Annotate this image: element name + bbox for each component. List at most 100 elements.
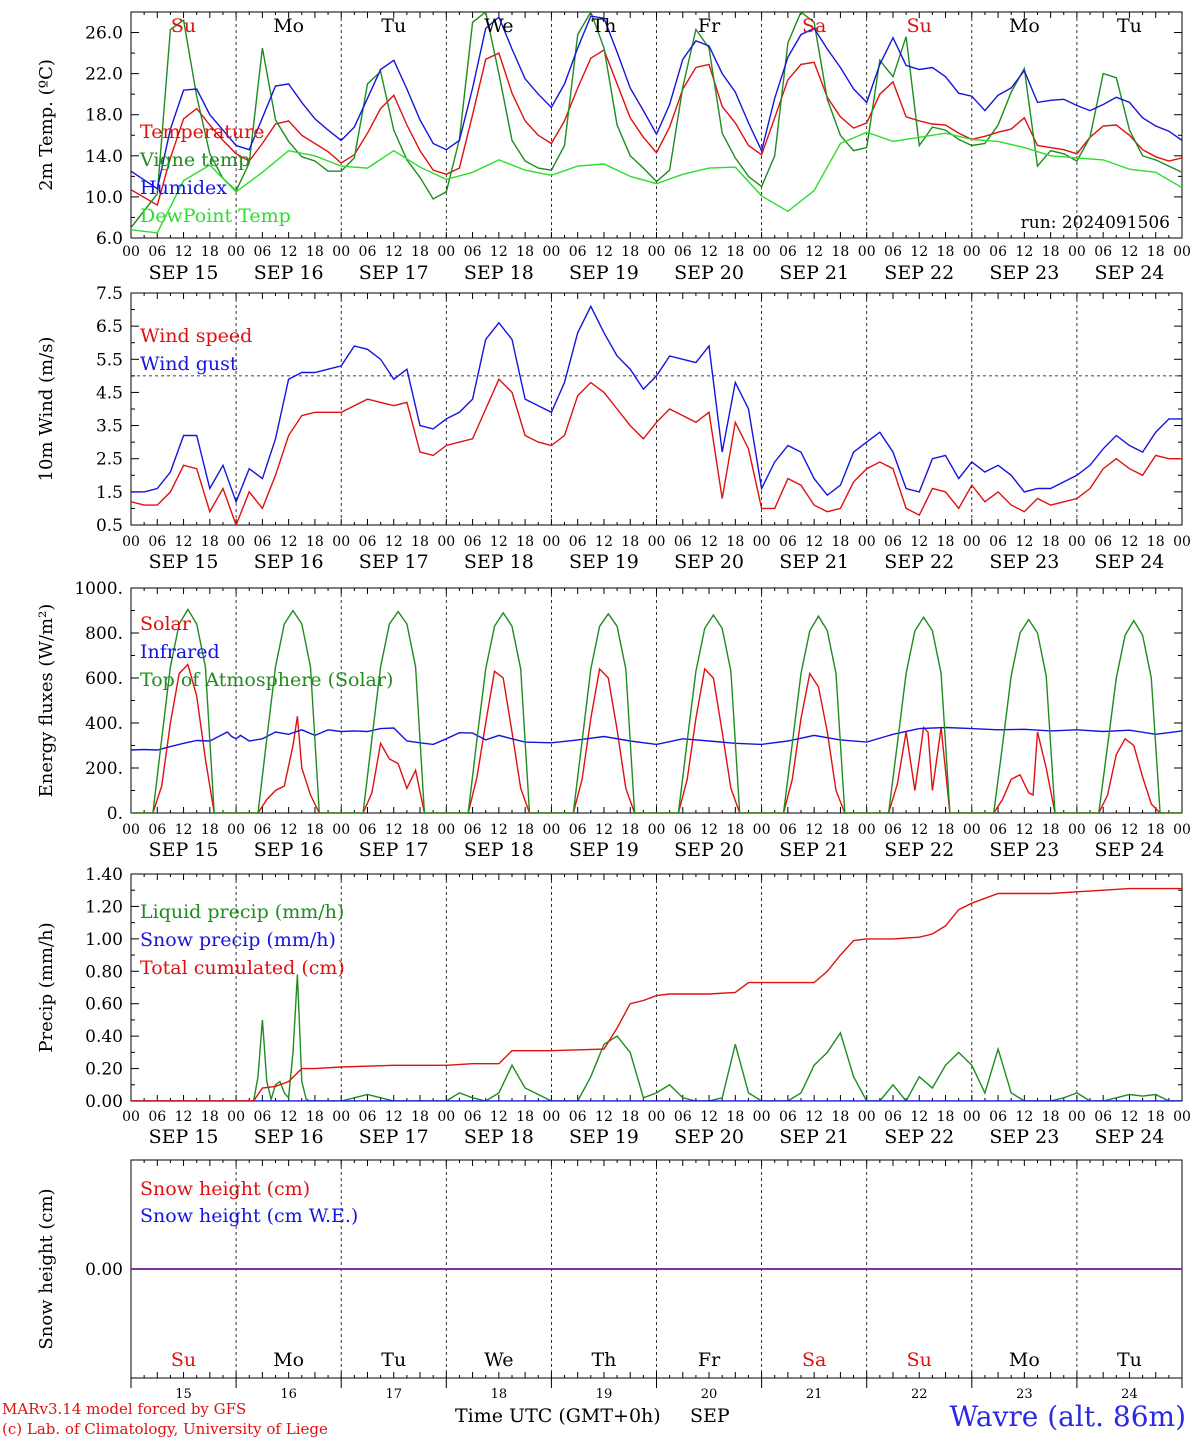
hour-tick-label: 00 — [227, 244, 245, 260]
hour-tick-label: 00 — [122, 1109, 140, 1125]
hour-tick-label: 18 — [832, 822, 850, 838]
y-axis-label: 2m Temp. (ºC) — [36, 59, 57, 191]
hour-tick-label: 06 — [359, 1109, 377, 1125]
legend-entry: Snow height (cm W.E.) — [140, 1205, 358, 1227]
day-number-label: 18 — [491, 1387, 508, 1402]
hour-tick-label: 06 — [1094, 1109, 1112, 1125]
hour-tick-label: 06 — [884, 1109, 902, 1125]
date-label: SEP 15 — [149, 1126, 219, 1148]
legend-entry: Vigne temp — [139, 149, 250, 171]
weekday-label: Su — [171, 1349, 196, 1371]
hour-tick-label: 06 — [569, 1109, 587, 1125]
hour-tick-label: 18 — [832, 534, 850, 550]
date-label: SEP 23 — [989, 839, 1059, 861]
weekday-label: Mo — [1009, 1349, 1040, 1371]
y-tick-label: 14.0 — [85, 147, 123, 167]
series-line-liquid-precip-mm-h- — [131, 974, 1182, 1101]
date-label: SEP 20 — [674, 839, 744, 861]
y-tick-label: 2.5 — [96, 450, 123, 470]
hour-tick-label: 00 — [122, 244, 140, 260]
hour-tick-label: 06 — [464, 244, 482, 260]
weekday-label: Fr — [698, 1349, 721, 1371]
hour-tick-label: 00 — [542, 822, 560, 838]
y-tick-label: 0.20 — [85, 1060, 123, 1080]
hour-tick-label: 00 — [963, 822, 981, 838]
series-line-vigne-temp — [131, 12, 1182, 229]
date-label: SEP 18 — [464, 839, 534, 861]
hour-tick-label: 12 — [910, 822, 928, 838]
hour-tick-label: 12 — [1121, 534, 1139, 550]
hour-tick-label: 18 — [306, 244, 324, 260]
hour-tick-label: 18 — [411, 1109, 429, 1125]
weekday-label: We — [484, 1349, 513, 1371]
hour-tick-label: 06 — [779, 1109, 797, 1125]
y-axis-label: 10m Wind (m/s) — [36, 337, 57, 482]
y-tick-label: 5.5 — [96, 350, 123, 370]
weekday-label: Su — [171, 15, 196, 37]
hour-tick-label: 00 — [648, 244, 666, 260]
y-tick-label: 1000. — [74, 579, 123, 599]
series-line-wind-gust — [131, 304, 1182, 504]
y-tick-label: 6.5 — [96, 317, 123, 337]
hour-tick-label: 06 — [989, 534, 1007, 550]
hour-tick-label: 18 — [516, 534, 534, 550]
hour-tick-label: 18 — [937, 822, 955, 838]
hour-tick-label: 06 — [779, 534, 797, 550]
y-tick-label: 0. — [107, 804, 123, 824]
hour-tick-label: 06 — [569, 534, 587, 550]
hour-tick-label: 06 — [253, 244, 271, 260]
series-line-temperature — [131, 48, 1182, 207]
hour-tick-label: 18 — [516, 822, 534, 838]
run-annotation: run: 2024091506 — [1021, 213, 1170, 233]
day-number-label: 23 — [1016, 1387, 1033, 1402]
plot-frame — [130, 587, 1183, 814]
date-label: SEP 16 — [254, 551, 324, 573]
hour-tick-label: 18 — [621, 534, 639, 550]
hour-tick-label: 00 — [1173, 534, 1191, 550]
date-label: SEP 16 — [254, 262, 324, 284]
hour-tick-label: 00 — [1068, 534, 1086, 550]
hour-tick-label: 00 — [858, 1109, 876, 1125]
date-label: SEP 17 — [359, 1126, 429, 1148]
y-tick-label: 22.0 — [85, 65, 123, 85]
hour-tick-label: 06 — [464, 1109, 482, 1125]
weekday-label: Tu — [381, 15, 406, 37]
hour-tick-label: 12 — [700, 1109, 718, 1125]
hour-tick-label: 06 — [989, 244, 1007, 260]
hour-tick-label: 00 — [332, 534, 350, 550]
hour-tick-label: 00 — [332, 1109, 350, 1125]
weekday-label: Th — [591, 1349, 616, 1371]
hour-tick-label: 12 — [1121, 822, 1139, 838]
hour-tick-label: 12 — [175, 244, 193, 260]
panel-2: 0.5 1.5 2.5 3.5 4.5 5.5 6.5 7.5 10m Wind (m/s) 00… — [36, 284, 1191, 573]
weekday-label: Tu — [1117, 1349, 1142, 1371]
x-axis-title: Time UTC (GMT+0h) — [455, 1405, 661, 1427]
legend-entry: Total cumulated (cm) — [140, 957, 345, 979]
date-label: SEP 18 — [464, 551, 534, 573]
hour-tick-label: 12 — [385, 1109, 403, 1125]
weekday-label: Sa — [802, 15, 826, 37]
hour-tick-label: 18 — [621, 822, 639, 838]
date-label: SEP 19 — [569, 1126, 639, 1148]
hour-tick-label: 12 — [175, 1109, 193, 1125]
date-label: SEP 17 — [359, 839, 429, 861]
date-label: SEP 17 — [359, 262, 429, 284]
hour-tick-label: 12 — [490, 534, 508, 550]
hour-tick-label: 18 — [306, 1109, 324, 1125]
legend-entry: Snow precip (mm/h) — [140, 929, 336, 951]
y-tick-label: 400. — [85, 714, 123, 734]
hour-tick-label: 18 — [306, 822, 324, 838]
hour-tick-label: 12 — [1015, 244, 1033, 260]
day-number-label: 22 — [911, 1387, 928, 1402]
hour-tick-label: 06 — [359, 822, 377, 838]
panel-3: 0. 200. 400. 600. 800. 1000. Energy fluxes (W/… — [36, 579, 1191, 861]
y-tick-label: 600. — [85, 669, 123, 689]
hour-tick-label: 12 — [175, 534, 193, 550]
day-number-label: 24 — [1121, 1387, 1138, 1402]
hour-tick-label: 00 — [1173, 822, 1191, 838]
y-tick-label: 800. — [85, 624, 123, 644]
hour-tick-label: 00 — [1173, 244, 1191, 260]
hour-tick-label: 12 — [595, 1109, 613, 1125]
hour-tick-label: 12 — [280, 822, 298, 838]
hour-tick-label: 12 — [700, 534, 718, 550]
